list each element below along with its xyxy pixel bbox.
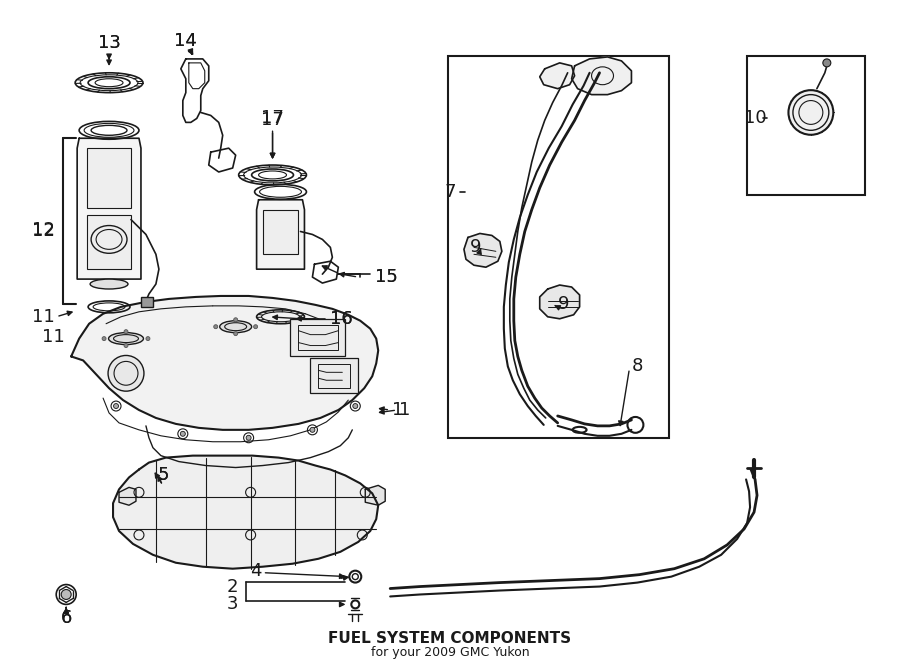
Circle shape xyxy=(61,590,71,600)
Text: 16: 16 xyxy=(330,310,353,328)
Bar xyxy=(448,56,670,438)
Text: 1: 1 xyxy=(400,401,410,419)
Polygon shape xyxy=(113,455,378,568)
Circle shape xyxy=(124,344,128,348)
Text: 5: 5 xyxy=(158,467,168,485)
Bar xyxy=(87,215,131,269)
Bar xyxy=(319,364,350,388)
Circle shape xyxy=(180,432,185,436)
Circle shape xyxy=(213,325,218,329)
Text: 4: 4 xyxy=(250,562,261,580)
Text: 13: 13 xyxy=(97,34,121,52)
Text: 5: 5 xyxy=(158,467,168,485)
Text: 13: 13 xyxy=(97,34,121,52)
Bar xyxy=(291,319,346,356)
Text: 3: 3 xyxy=(227,596,239,613)
Bar xyxy=(263,210,299,254)
Text: for your 2009 GMC Yukon: for your 2009 GMC Yukon xyxy=(371,646,529,658)
Ellipse shape xyxy=(109,332,143,344)
Text: 10: 10 xyxy=(743,110,767,128)
Polygon shape xyxy=(71,296,378,430)
Text: 14: 14 xyxy=(175,32,197,50)
Polygon shape xyxy=(119,487,136,505)
Polygon shape xyxy=(572,57,632,95)
Bar xyxy=(299,325,338,350)
Circle shape xyxy=(234,318,238,322)
Circle shape xyxy=(310,428,315,432)
Text: 12: 12 xyxy=(32,221,55,239)
Circle shape xyxy=(102,336,106,340)
Ellipse shape xyxy=(788,90,833,135)
Circle shape xyxy=(254,325,257,329)
Text: 2: 2 xyxy=(227,578,239,596)
Circle shape xyxy=(113,404,119,408)
Text: 12: 12 xyxy=(32,223,55,241)
Text: FUEL SYSTEM COMPONENTS: FUEL SYSTEM COMPONENTS xyxy=(328,631,572,646)
Circle shape xyxy=(234,332,238,336)
Text: 9: 9 xyxy=(470,239,482,256)
Text: 9: 9 xyxy=(558,295,570,313)
Polygon shape xyxy=(77,138,141,279)
Text: 6: 6 xyxy=(60,609,72,627)
Bar xyxy=(87,148,131,208)
Circle shape xyxy=(823,59,831,67)
Circle shape xyxy=(353,404,358,408)
Polygon shape xyxy=(256,200,304,269)
Text: 17: 17 xyxy=(261,110,284,128)
Text: 14: 14 xyxy=(175,32,197,50)
Circle shape xyxy=(124,330,128,334)
Text: 16: 16 xyxy=(330,310,353,328)
Text: 6: 6 xyxy=(60,609,72,627)
Polygon shape xyxy=(464,233,502,267)
Polygon shape xyxy=(540,285,580,319)
Text: 15: 15 xyxy=(375,268,398,286)
Text: 7: 7 xyxy=(445,183,455,201)
Polygon shape xyxy=(540,63,574,89)
Text: 11: 11 xyxy=(42,328,65,346)
Ellipse shape xyxy=(90,279,128,289)
Circle shape xyxy=(146,336,150,340)
Circle shape xyxy=(246,436,251,440)
Bar xyxy=(141,297,153,307)
Bar xyxy=(747,56,865,195)
Text: 15: 15 xyxy=(375,268,398,286)
Polygon shape xyxy=(365,485,385,505)
Text: 1: 1 xyxy=(392,401,404,419)
Text: 11: 11 xyxy=(32,308,55,326)
Bar xyxy=(310,358,358,393)
Circle shape xyxy=(108,356,144,391)
Text: 8: 8 xyxy=(632,358,644,375)
Text: 17: 17 xyxy=(261,112,284,130)
Ellipse shape xyxy=(220,321,252,332)
